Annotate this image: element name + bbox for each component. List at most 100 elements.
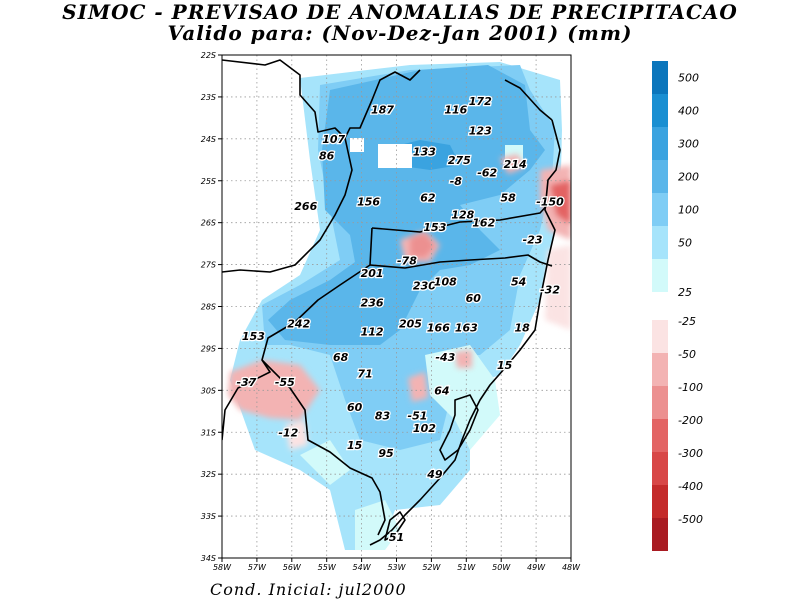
legend-label: -50 (678, 348, 696, 361)
anomaly-value-label: 187 (371, 103, 394, 116)
anomaly-value-label: 60 (466, 292, 482, 305)
anomaly-value-label: 15 (497, 359, 513, 372)
legend-swatch (652, 518, 668, 551)
lat-tick-label: 33S (201, 512, 216, 521)
anomaly-value-label: 128 (451, 208, 474, 221)
lat-tick-label: 28S (201, 303, 216, 312)
lon-tick-label: 58W (213, 563, 232, 572)
anomaly-field (228, 62, 571, 550)
anomaly-value-label: 102 (413, 422, 436, 435)
anomaly-value-label: 18 (514, 321, 530, 334)
initial-condition-label: Cond. Inicial: jul2000 (210, 580, 407, 599)
anomaly-value-label: 54 (511, 275, 526, 288)
legend-label: -500 (678, 513, 703, 526)
boundary-line (222, 227, 373, 441)
lon-tick-label: 57W (248, 563, 267, 572)
anomaly-value-label: 236 (361, 296, 384, 309)
lon-tick-label: 50W (492, 563, 511, 572)
legend-swatch (652, 94, 668, 127)
anomaly-value-label: 49 (426, 468, 443, 481)
field-pos-25 (300, 440, 350, 485)
field-neg-25 (285, 420, 308, 450)
lat-tick-label: 34S (201, 554, 216, 563)
lat-tick-label: 27S (201, 261, 216, 270)
anomaly-value-label: 123 (469, 124, 492, 137)
anomaly-value-label: -78 (397, 254, 417, 267)
lat-tick-label: 24S (201, 135, 216, 144)
boundaries (222, 59, 561, 546)
legend-swatch (652, 353, 668, 386)
lon-tick-label: 49W (527, 563, 546, 572)
lat-tick-label: 32S (201, 470, 216, 479)
anomaly-value-label: 108 (434, 275, 457, 288)
boundary-line (371, 199, 553, 233)
lon-tick-label: 53W (387, 563, 406, 572)
field-neg-100 (410, 233, 435, 258)
anomaly-value-label: 83 (375, 409, 391, 422)
anomaly-value-label: -12 (278, 426, 298, 439)
anomaly-value-label: 153 (423, 221, 446, 234)
anomaly-value-label: -37 (236, 376, 256, 389)
map-title: SIMOC - PREVISAO DE ANOMALIAS DE PRECIPI… (62, 0, 738, 24)
legend-label: 400 (678, 105, 699, 118)
anomaly-value-label: 133 (413, 145, 436, 158)
coastline (504, 79, 553, 121)
legend-swatch (652, 193, 668, 226)
graticule (218, 54, 572, 562)
anomaly-value-label: 51 (389, 531, 404, 544)
field-neg-50 (228, 360, 320, 420)
legend-swatch (652, 320, 668, 353)
lat-tick-label: 23S (201, 93, 216, 102)
field-gap (378, 144, 412, 168)
legend-label: -300 (678, 447, 703, 460)
anomaly-value-label: 242 (287, 317, 310, 330)
anomaly-value-label: 116 (444, 103, 467, 116)
anomaly-value-label: 71 (357, 368, 372, 381)
legend-swatch (652, 419, 668, 452)
anomaly-value-label: 162 (472, 217, 495, 230)
anomaly-value-label: 156 (357, 196, 380, 209)
field-neg-50 (500, 154, 524, 174)
legend-swatch (652, 259, 668, 292)
legend-label: 100 (678, 204, 699, 217)
lat-tick-label: 22S (201, 51, 216, 60)
lon-tick-label: 54W (353, 563, 372, 572)
lon-tick-label: 56W (283, 563, 302, 572)
color-legend: 500 400 300 200 100 50 25 -25 -50 -100 -200 -300 -40… (652, 61, 703, 551)
anomaly-value-label: 15 (347, 439, 363, 452)
lagoon-outline (384, 511, 406, 541)
anomaly-value-label: 214 (504, 158, 527, 171)
anomaly-value-label: 62 (420, 192, 436, 205)
field-gap (350, 138, 364, 152)
map-frame (221, 54, 572, 559)
legend-label: 25 (678, 286, 692, 299)
anomaly-value-label: 275 (448, 154, 471, 167)
lon-tick-label: 55W (318, 563, 337, 572)
map-subtitle: Valido para: (Nov-Dez-Jan 2001) (mm) (167, 21, 633, 45)
legend-label: -200 (678, 414, 703, 427)
anomaly-value-label: -43 (435, 351, 455, 364)
anomaly-value-label: 68 (333, 351, 349, 364)
legend-label: -100 (678, 381, 703, 394)
field-neg-50 (408, 372, 428, 402)
anomaly-value-label: -32 (540, 284, 560, 297)
legend-label: 50 (678, 237, 692, 250)
anomaly-value-label: 58 (501, 192, 517, 205)
legend-label: 500 (678, 72, 699, 85)
legend-swatch (652, 452, 668, 485)
legend-label: -25 (678, 315, 696, 328)
anomaly-value-label: 172 (469, 95, 492, 108)
legend-label: 200 (678, 171, 699, 184)
field-neg-100 (550, 180, 571, 225)
legend-swatch (652, 61, 668, 94)
anomaly-value-label: 95 (378, 447, 394, 460)
anomaly-value-label: -51 (408, 409, 428, 422)
anomaly-value-label: -23 (523, 233, 543, 246)
anomaly-value-label: 205 (399, 317, 422, 330)
boundary-line (344, 69, 421, 139)
anomaly-value-label: 60 (347, 401, 363, 414)
lat-tick-label: 31S (201, 428, 216, 437)
legend-swatch (652, 386, 668, 419)
